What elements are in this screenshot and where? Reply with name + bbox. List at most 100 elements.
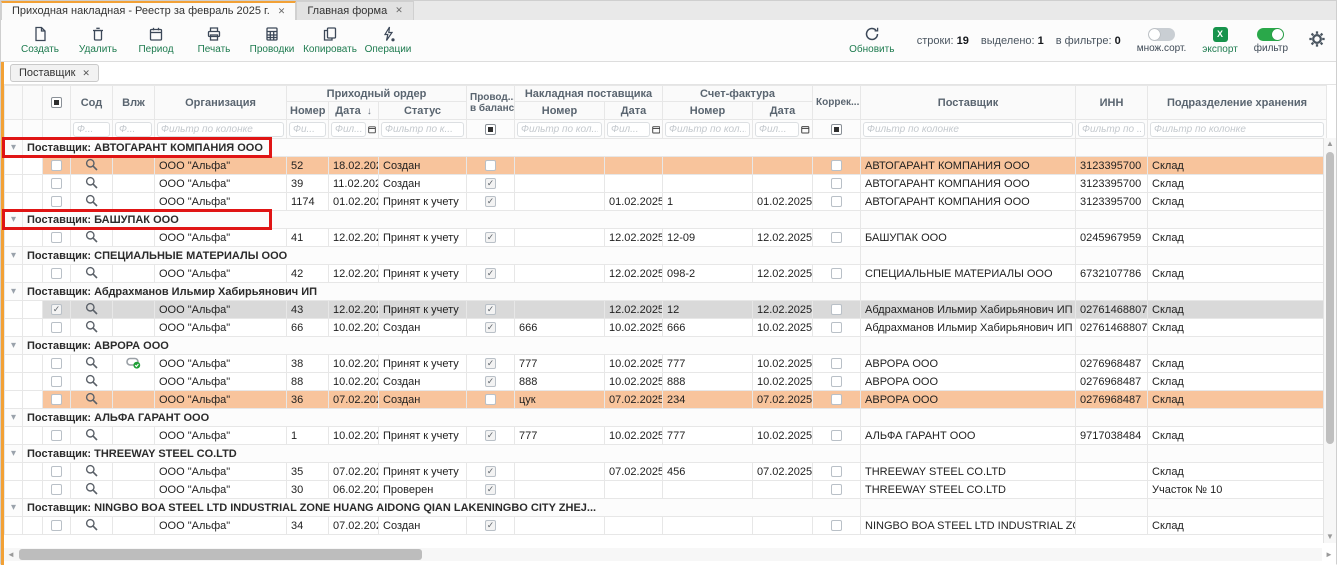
posted-checkbox[interactable]: ✓ bbox=[485, 268, 496, 280]
lookup-icon[interactable] bbox=[85, 428, 98, 441]
create-button[interactable]: Создать bbox=[11, 26, 69, 55]
filter-input-sod[interactable] bbox=[73, 121, 110, 137]
delete-button[interactable]: Удалить bbox=[69, 26, 127, 55]
column-header-np-date[interactable]: Дата bbox=[603, 101, 664, 120]
collapse-group-icon[interactable]: ▾ bbox=[4, 138, 23, 157]
row-checkbox[interactable] bbox=[51, 178, 62, 190]
row-checkbox[interactable] bbox=[51, 484, 62, 496]
posted-checkbox[interactable] bbox=[485, 160, 496, 172]
collapse-group-icon[interactable]: ▾ bbox=[4, 408, 23, 427]
column-header-po-date[interactable]: Дата ↓ bbox=[328, 101, 379, 120]
table-row[interactable]: ООО "Альфа" 30 06.02.2025 Проверен ✓ THR… bbox=[4, 480, 1328, 499]
column-header-org[interactable]: Организация bbox=[154, 85, 287, 120]
filter-input-po-status[interactable] bbox=[381, 121, 464, 137]
posted-checkbox[interactable]: ✓ bbox=[485, 196, 496, 208]
refresh-button[interactable]: Обновить bbox=[843, 26, 901, 55]
collapse-group-icon[interactable]: ▾ bbox=[4, 444, 23, 463]
table-row[interactable]: ООО "Альфа" 1 10.02.2025 Принят к учету … bbox=[4, 426, 1328, 445]
correction-checkbox[interactable] bbox=[831, 178, 843, 190]
table-row[interactable]: ООО "Альфа" 34 07.02.2025 Создан ✓ NINGB… bbox=[4, 516, 1328, 535]
row-checkbox[interactable]: ✓ bbox=[51, 304, 62, 316]
row-checkbox[interactable] bbox=[51, 466, 62, 478]
tab-registry[interactable]: Приходная накладная - Реестр за февраль … bbox=[1, 1, 297, 20]
period-button[interactable]: Период bbox=[127, 26, 185, 55]
operations-button[interactable]: Операции bbox=[359, 26, 417, 55]
lookup-icon[interactable] bbox=[85, 356, 98, 369]
column-header-supplier[interactable]: Поставщик bbox=[860, 85, 1077, 120]
row-checkbox[interactable] bbox=[51, 520, 62, 532]
tab-main-form[interactable]: Главная форма ✕ bbox=[296, 1, 414, 20]
group-row[interactable]: ▾ Поставщик: NINGBO BOA STEEL LTD INDUST… bbox=[4, 498, 1328, 517]
posted-checkbox[interactable]: ✓ bbox=[485, 304, 496, 316]
column-header-sf-date[interactable]: Дата bbox=[752, 101, 814, 120]
filter-checkbox-korr[interactable] bbox=[812, 119, 862, 139]
lookup-icon[interactable] bbox=[85, 194, 98, 207]
row-checkbox[interactable] bbox=[51, 376, 62, 388]
sort-desc-icon[interactable]: ↓ bbox=[366, 105, 372, 117]
table-row[interactable]: ООО "Альфа" 88 10.02.2025 Создан ✓ 888 1… bbox=[4, 372, 1328, 391]
correction-checkbox[interactable] bbox=[831, 430, 843, 442]
column-header-provod[interactable]: Провод...в балансе bbox=[466, 85, 515, 120]
filter-input-po-num[interactable] bbox=[289, 121, 326, 137]
toggle-on-icon[interactable] bbox=[1257, 27, 1285, 41]
filter-input-po-date[interactable] bbox=[331, 121, 366, 137]
filter-toggle[interactable]: фильтр bbox=[1254, 27, 1288, 54]
supplier-grouping-chip[interactable]: Поставщик ✕ bbox=[10, 64, 99, 82]
postings-button[interactable]: Проводки bbox=[243, 26, 301, 55]
row-checkbox[interactable] bbox=[51, 430, 62, 442]
lookup-icon[interactable] bbox=[85, 302, 98, 315]
collapse-group-icon[interactable]: ▾ bbox=[4, 246, 23, 265]
column-header-store[interactable]: Подразделение хранения bbox=[1147, 85, 1328, 120]
column-header-sf-num[interactable]: Номер bbox=[662, 101, 754, 120]
collapse-group-icon[interactable]: ▾ bbox=[4, 336, 23, 355]
correction-checkbox[interactable] bbox=[831, 358, 843, 370]
lookup-icon[interactable] bbox=[85, 230, 98, 243]
correction-checkbox[interactable] bbox=[831, 466, 843, 478]
group-row[interactable]: ▾ Поставщик: АВРОРА ООО bbox=[4, 336, 1328, 355]
correction-checkbox[interactable] bbox=[831, 304, 843, 316]
group-row[interactable]: ▾ Поставщик: АВТОГАРАНТ КОМПАНИЯ ООО bbox=[2, 137, 1328, 158]
filter-input-inn[interactable] bbox=[1078, 121, 1146, 137]
gear-icon[interactable] bbox=[1308, 30, 1326, 51]
filter-checkbox-provod[interactable] bbox=[466, 119, 515, 139]
close-icon[interactable]: ✕ bbox=[395, 5, 403, 15]
filter-input-vlzh[interactable] bbox=[115, 121, 152, 137]
column-header-inn[interactable]: ИНН bbox=[1075, 85, 1149, 120]
column-header-korr[interactable]: Коррек... bbox=[812, 85, 862, 120]
filter-input-sf-date[interactable] bbox=[755, 121, 800, 137]
table-row[interactable]: ООО "Альфа" 39 11.02.2025 Создан ✓ АВТОГ… bbox=[4, 174, 1328, 193]
group-row[interactable]: ▾ Поставщик: Абдрахманов Ильмир Хабирьян… bbox=[4, 282, 1328, 301]
lookup-icon[interactable] bbox=[85, 176, 98, 189]
filter-input-np-num[interactable] bbox=[517, 121, 602, 137]
column-header-sod[interactable]: Сод bbox=[70, 85, 113, 120]
group-row[interactable]: ▾ Поставщик: СПЕЦИАЛЬНЫЕ МАТЕРИАЛЫ ООО bbox=[4, 246, 1328, 265]
posted-checkbox[interactable]: ✓ bbox=[485, 430, 496, 442]
posted-checkbox[interactable]: ✓ bbox=[485, 484, 496, 496]
lookup-icon[interactable] bbox=[85, 266, 98, 279]
lookup-icon[interactable] bbox=[85, 158, 98, 171]
table-row[interactable]: ООО "Альфа" 35 07.02.2025 Принят к учету… bbox=[4, 462, 1328, 481]
filter-input-np-date[interactable] bbox=[607, 121, 650, 137]
column-header-np-num[interactable]: Номер bbox=[514, 101, 605, 120]
correction-checkbox[interactable] bbox=[831, 520, 843, 532]
horizontal-scroll-thumb[interactable] bbox=[19, 549, 422, 560]
print-button[interactable]: Печать bbox=[185, 26, 243, 55]
lookup-icon[interactable] bbox=[85, 320, 98, 333]
collapse-group-icon[interactable]: ▾ bbox=[4, 210, 23, 229]
row-checkbox[interactable] bbox=[51, 160, 62, 172]
posted-checkbox[interactable]: ✓ bbox=[485, 376, 496, 388]
table-row[interactable]: ООО "Альфа" 66 10.02.2025 Создан ✓ 666 1… bbox=[4, 318, 1328, 337]
copy-button[interactable]: Копировать bbox=[301, 26, 359, 55]
group-row[interactable]: ▾ Поставщик: АЛЬФА ГАРАНТ ООО bbox=[4, 408, 1328, 427]
row-checkbox[interactable] bbox=[51, 394, 62, 406]
vertical-scrollbar[interactable]: ▲ ▼ bbox=[1323, 138, 1336, 543]
correction-checkbox[interactable] bbox=[831, 232, 843, 244]
table-row[interactable]: ООО "Альфа" 42 12.02.2025 Принят к учету… bbox=[4, 264, 1328, 283]
row-checkbox[interactable] bbox=[51, 268, 62, 280]
lookup-icon[interactable] bbox=[85, 482, 98, 495]
row-checkbox[interactable] bbox=[51, 322, 62, 334]
table-row[interactable]: ✓ ООО "Альфа" 43 12.02.2025 Принят к уче… bbox=[4, 300, 1328, 319]
lookup-icon[interactable] bbox=[85, 464, 98, 477]
table-row[interactable]: ООО "Альфа" 41 12.02.2025 Принят к учету… bbox=[4, 228, 1328, 247]
row-checkbox[interactable] bbox=[51, 232, 62, 244]
